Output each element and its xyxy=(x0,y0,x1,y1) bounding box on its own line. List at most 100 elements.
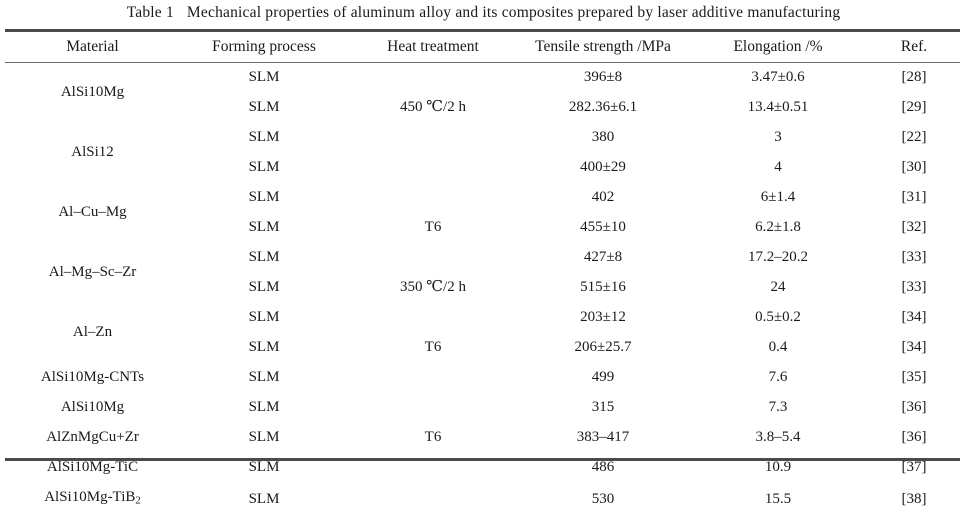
cell-material: Al–Mg–Sc–Zr xyxy=(48,264,137,280)
cell-heat-treatment xyxy=(348,152,518,182)
cell-reference: [37] xyxy=(901,459,927,475)
cell-reference: [30] xyxy=(901,159,927,175)
cell-heat-treatment xyxy=(348,392,518,422)
table-row: AlSi10Mg SLM 315 7.3 [36] xyxy=(5,392,960,422)
cell-elongation: 10.9 xyxy=(764,459,792,475)
table-row: SLM 450 ℃/2 h 282.36±6.1 13.4±0.51 [29] xyxy=(5,92,960,122)
cell-tensile-strength: 315 xyxy=(591,399,615,415)
column-header-process: Forming process xyxy=(212,38,316,55)
cell-material: AlSi10Mg-TiC xyxy=(46,459,139,475)
cell-reference: [36] xyxy=(901,399,927,415)
cell-heat-treatment: 450 ℃/2 h xyxy=(400,99,466,115)
table-row: AlSi10Mg-TiC SLM 486 10.9 [37] xyxy=(5,452,960,482)
cell-tensile-strength: 427±8 xyxy=(583,249,623,265)
cell-process: SLM xyxy=(248,399,280,415)
cell-heat-treatment: T6 xyxy=(424,339,442,355)
table-row: Al–Mg–Sc–Zr SLM 427±8 17.2–20.2 [33] xyxy=(5,242,960,280)
cell-reference: [29] xyxy=(901,99,927,115)
table-row: AlZnMgCu+Zr SLM T6 383–417 3.8–5.4 [36] xyxy=(5,422,960,452)
column-header-material: Material xyxy=(66,38,119,55)
cell-process: SLM xyxy=(248,279,280,295)
cell-elongation: 3 xyxy=(774,129,782,145)
cell-tensile-strength: 402 xyxy=(591,189,615,205)
cell-reference: [34] xyxy=(901,309,927,325)
table-figure: Table 1 Mechanical properties of aluminum… xyxy=(0,4,967,507)
cell-material: AlSi12 xyxy=(71,144,114,160)
cell-material: Al–Cu–Mg xyxy=(58,204,127,220)
cell-process: SLM xyxy=(248,99,280,115)
cell-reference: [34] xyxy=(901,339,927,355)
cell-elongation: 15.5 xyxy=(764,490,792,507)
cell-process: SLM xyxy=(248,129,280,145)
cell-process: SLM xyxy=(248,369,280,385)
cell-reference: [35] xyxy=(901,369,927,385)
properties-table: Material Forming process Heat treatment … xyxy=(5,32,960,516)
cell-elongation: 17.2–20.2 xyxy=(748,249,808,265)
cell-tensile-strength: 380 xyxy=(591,129,615,145)
table-caption: Table 1 Mechanical properties of aluminum… xyxy=(0,4,967,22)
cell-heat-treatment xyxy=(348,62,518,92)
cell-elongation: 24 xyxy=(770,279,786,295)
table-header-row: Material Forming process Heat treatment … xyxy=(5,32,960,62)
cell-reference: [22] xyxy=(901,129,927,145)
cell-heat-treatment xyxy=(348,182,518,212)
table-row: Al–Zn SLM 203±12 0.5±0.2 [34] xyxy=(5,302,960,340)
cell-material: AlSi10Mg-CNTs xyxy=(40,369,145,385)
table-header-rule xyxy=(5,62,960,64)
cell-material: AlSi10Mg-TiB2 xyxy=(44,489,141,507)
cell-process: SLM xyxy=(248,459,280,475)
cell-process: SLM xyxy=(248,219,280,235)
table-caption-number: Table 1 xyxy=(126,4,174,21)
column-header-ref: Ref. xyxy=(900,38,928,55)
cell-process: SLM xyxy=(248,249,280,265)
cell-heat-treatment xyxy=(348,242,518,272)
table-row: SLM 400±29 4 [30] xyxy=(5,152,960,182)
column-header-heat: Heat treatment xyxy=(387,38,479,55)
column-header-tensile: Tensile strength /MPa xyxy=(535,38,671,55)
cell-process: SLM xyxy=(248,309,280,325)
cell-heat-treatment: T6 xyxy=(424,429,442,445)
cell-tensile-strength: 499 xyxy=(591,369,615,385)
cell-elongation: 4 xyxy=(774,159,782,175)
cell-reference: [33] xyxy=(901,249,927,265)
cell-elongation: 6±1.4 xyxy=(760,189,796,205)
cell-material: AlSi10Mg xyxy=(60,84,125,100)
cell-heat-treatment xyxy=(348,302,518,332)
cell-elongation: 3.47±0.6 xyxy=(751,69,805,85)
cell-reference: [33] xyxy=(901,279,927,295)
cell-tensile-strength: 455±10 xyxy=(580,219,626,235)
cell-process: SLM xyxy=(248,339,280,355)
material-subscript: 2 xyxy=(135,494,141,507)
table-row: AlSi10Mg-CNTs SLM 499 7.6 [35] xyxy=(5,362,960,392)
cell-reference: [36] xyxy=(901,429,927,445)
cell-material: Al–Zn xyxy=(72,324,113,340)
cell-process: SLM xyxy=(248,490,280,507)
cell-tensile-strength: 400±29 xyxy=(580,159,626,175)
cell-elongation: 7.6 xyxy=(768,369,788,385)
cell-tensile-strength: 486 xyxy=(591,459,615,475)
cell-process: SLM xyxy=(248,189,280,205)
cell-heat-treatment: 350 ℃/2 h xyxy=(400,279,466,295)
cell-tensile-strength: 206±25.7 xyxy=(574,339,632,355)
cell-process: SLM xyxy=(248,159,280,175)
cell-tensile-strength: 396±8 xyxy=(583,69,623,85)
cell-reference: [31] xyxy=(901,189,927,205)
cell-heat-treatment xyxy=(348,362,518,392)
table-body: AlSi10Mg SLM 396±8 3.47±0.6 [28] SLM 450 ℃/2 h… xyxy=(5,62,960,516)
table-row: SLM T6 206±25.7 0.4 [34] xyxy=(5,332,960,362)
cell-elongation: 0.4 xyxy=(768,339,788,355)
cell-tensile-strength: 203±12 xyxy=(580,309,626,325)
cell-material: AlSi10Mg xyxy=(60,399,125,415)
cell-heat-treatment xyxy=(348,482,518,516)
table-row: SLM 350 ℃/2 h 515±16 24 [33] xyxy=(5,272,960,302)
table-row: Al–Cu–Mg SLM 402 6±1.4 [31] xyxy=(5,182,960,220)
cell-reference: [32] xyxy=(901,219,927,235)
table-row: AlSi12 SLM 380 3 [22] xyxy=(5,122,960,160)
table-bottom-rule xyxy=(5,458,960,461)
cell-heat-treatment xyxy=(348,452,518,482)
cell-tensile-strength: 282.36±6.1 xyxy=(568,99,638,115)
cell-tensile-strength: 515±16 xyxy=(580,279,626,295)
cell-elongation: 6.2±1.8 xyxy=(755,219,801,235)
cell-elongation: 0.5±0.2 xyxy=(755,309,801,325)
cell-elongation: 7.3 xyxy=(768,399,788,415)
